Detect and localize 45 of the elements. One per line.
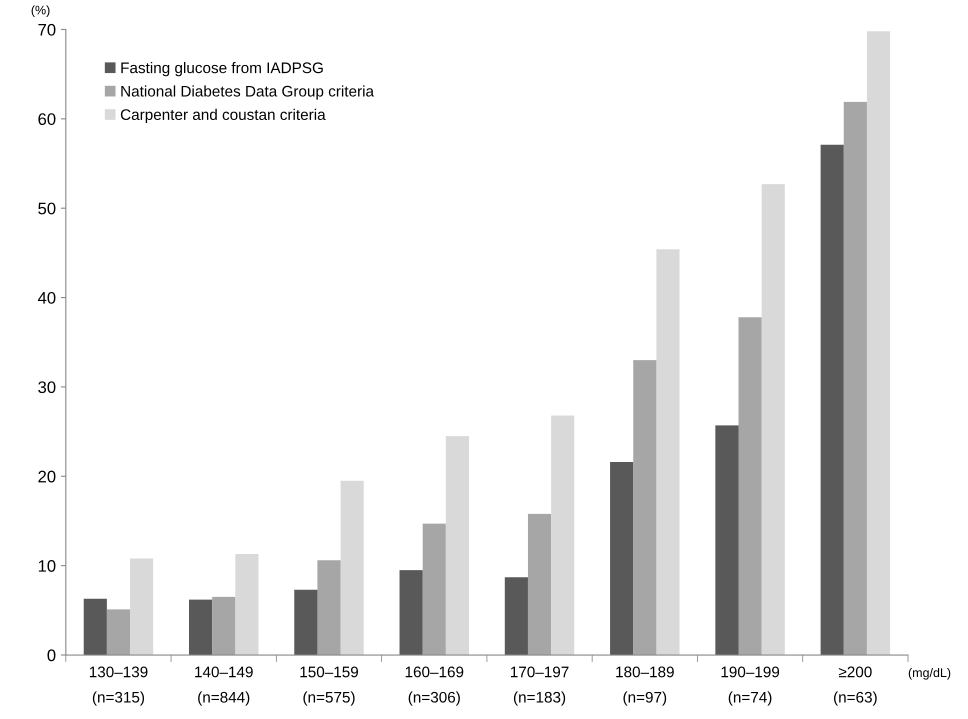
bar [188, 600, 212, 656]
y-tick-label: 0 [47, 649, 56, 662]
y-tick-label: 70 [38, 24, 56, 36]
bar [212, 596, 236, 656]
x-tick-label: 150–159 (n=575) [300, 666, 358, 706]
legend-label: National Diabetes Data Group criteria [121, 85, 374, 100]
bar [738, 317, 762, 656]
x-tick-label: 160–169 (n=306) [406, 666, 464, 706]
x-tick-label: 140–149 (n=844) [195, 666, 253, 706]
bar [317, 560, 341, 656]
bar [866, 31, 890, 656]
y-tick-label: 30 [38, 381, 56, 394]
bar [762, 184, 785, 656]
x-tick-label: 190–199 (n=74) [722, 666, 780, 706]
bar [844, 102, 867, 656]
bar [294, 590, 318, 656]
bar [504, 577, 528, 656]
bar [551, 416, 574, 656]
y-tick-label: 50 [38, 202, 56, 214]
bar [235, 554, 258, 656]
bar [106, 609, 130, 656]
bar [422, 524, 446, 656]
bar [528, 514, 552, 656]
bar [715, 425, 738, 656]
legend-label: Carpenter and coustan criteria [120, 108, 326, 124]
x-tick-label: 170–197 (n=183) [510, 666, 569, 706]
bar [610, 462, 634, 656]
y-tick-label: 40 [38, 292, 56, 304]
y-tick-label: 60 [38, 113, 56, 126]
bar [84, 598, 107, 656]
y-tick-label: 10 [38, 560, 56, 572]
x-tick-label: 130–139 (n=315) [90, 666, 148, 706]
bar [820, 144, 844, 656]
bar [130, 558, 154, 656]
y-axis-title: (%) [32, 5, 50, 17]
bar [656, 249, 680, 656]
bar [340, 480, 364, 656]
y-tick-label: 20 [38, 470, 56, 482]
legend-label: Fasting glucose from IADPSG [121, 62, 323, 76]
bar [446, 436, 470, 656]
x-tick-label: ≥200 (n=63) [834, 666, 877, 706]
x-tick-label: 180–189 (n=97) [616, 666, 674, 706]
bar [633, 360, 656, 656]
x-axis-title: (mg/dL) [908, 668, 950, 680]
bar [400, 570, 423, 656]
